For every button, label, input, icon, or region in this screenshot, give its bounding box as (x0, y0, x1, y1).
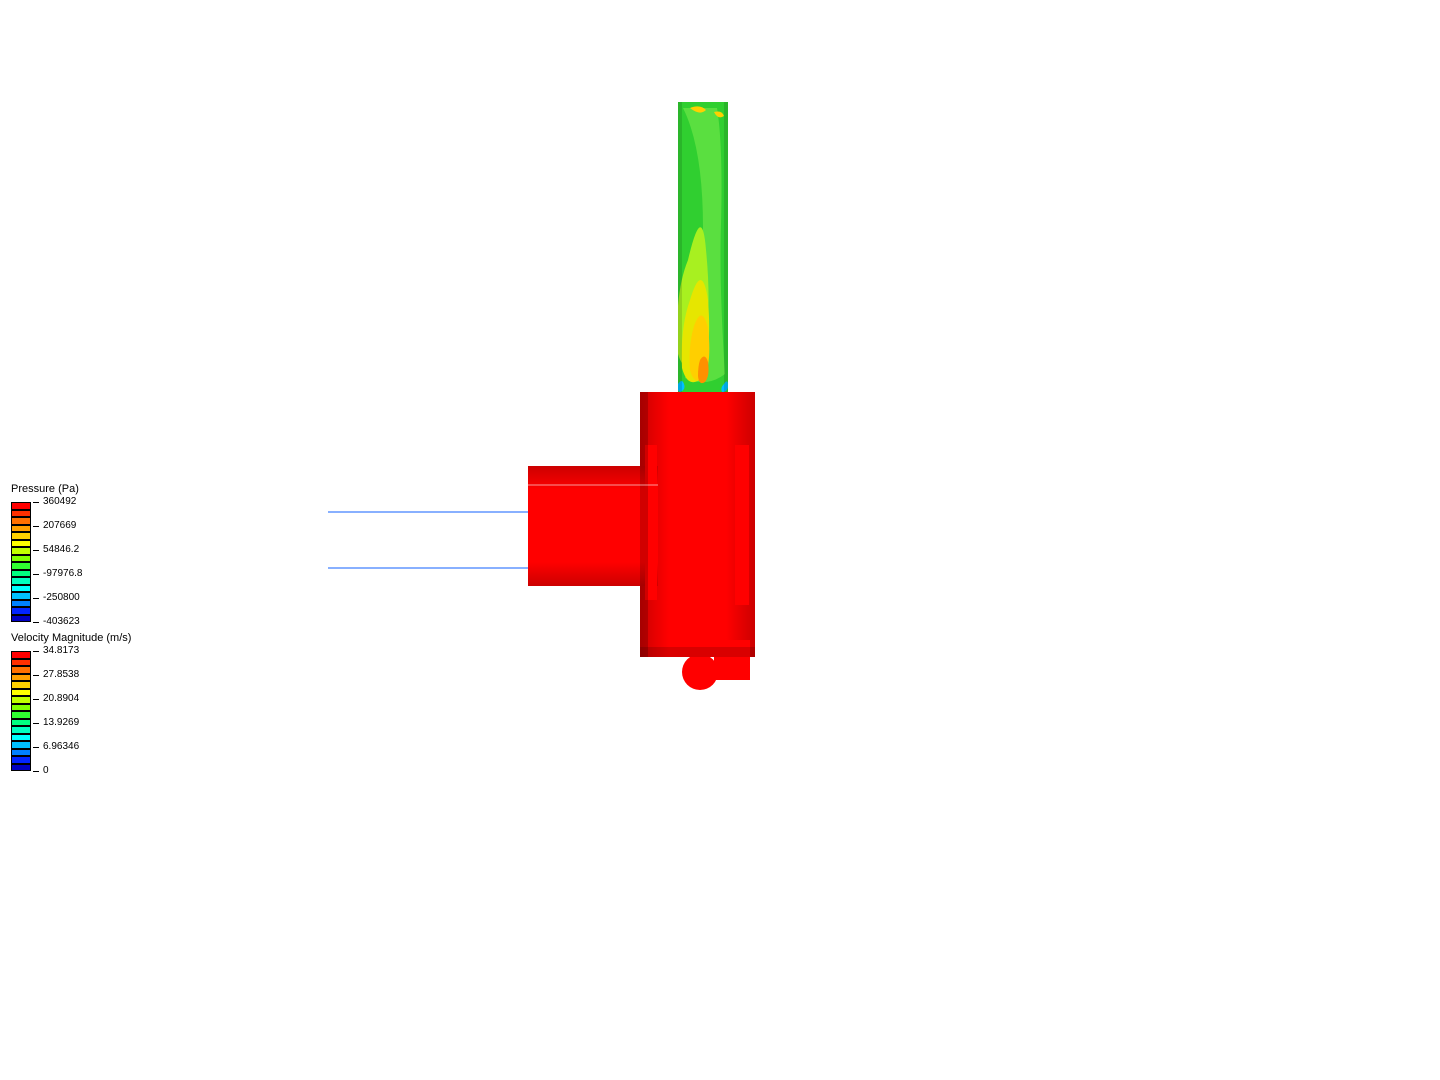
colorbar-segment (11, 711, 31, 719)
colorbar-title: Velocity Magnitude (m/s) (11, 632, 131, 644)
colorbar: 36049220766954846.2-97976.8-250800-40362… (11, 502, 131, 622)
colorbar-segment (11, 756, 31, 764)
colorbar: 34.817327.853820.890413.92696.963460 (11, 651, 131, 771)
colorbar-label: 20.8904 (43, 693, 79, 704)
colorbar-label: 360492 (43, 496, 76, 507)
colorbar-label: -403623 (43, 616, 80, 627)
colorbar-segment (11, 562, 31, 570)
colorbar-segment (11, 525, 31, 533)
colorbar-segment (11, 749, 31, 757)
colorbar-tick (33, 699, 39, 700)
colorbar-tick (33, 550, 39, 551)
colorbar-segment (11, 764, 31, 772)
colorbar-segment (11, 689, 31, 697)
colorbar-segment (11, 607, 31, 615)
colorbar-segment (11, 585, 31, 593)
colorbar-label: 54846.2 (43, 544, 79, 555)
colorbar-tick (33, 675, 39, 676)
colorbar-label: 6.96346 (43, 741, 79, 752)
colorbar-label: 13.9269 (43, 717, 79, 728)
colorbar-segment (11, 696, 31, 704)
colorbar-segment (11, 681, 31, 689)
colorbar-segment (11, 570, 31, 578)
colorbar-tick (33, 526, 39, 527)
colorbar-segment (11, 510, 31, 518)
render-canvas (0, 0, 1200, 900)
colorbar-segment (11, 600, 31, 608)
colorbar-segment (11, 734, 31, 742)
colorbar-tick (33, 651, 39, 652)
colorbar-segment (11, 719, 31, 727)
colorbar-segment (11, 651, 31, 659)
colorbar-label: 27.8538 (43, 669, 79, 680)
colorbar-tick (33, 723, 39, 724)
colorbar-tick (33, 598, 39, 599)
colorbar-segment (11, 502, 31, 510)
colorbar-segment (11, 547, 31, 555)
simulation-render: Pressure (Pa)360492 207669 54846.2 -97976.8… (0, 0, 1200, 900)
colorbar-segment (11, 726, 31, 734)
colorbar-tick (33, 574, 39, 575)
colorbar-segment (11, 532, 31, 540)
outlet-pipe-contours (677, 102, 728, 392)
colorbar-segment (11, 704, 31, 712)
colorbar-tick (33, 502, 39, 503)
colorbar-segment (11, 659, 31, 667)
colorbar-label: 207669 (43, 520, 76, 531)
colorbar-tick (33, 771, 39, 772)
colorbar-segment (11, 555, 31, 563)
colorbar-title: Pressure (Pa) (11, 483, 79, 495)
colorbar-segment (11, 666, 31, 674)
colorbar-segment (11, 592, 31, 600)
colorbar-segment (11, 540, 31, 548)
colorbar-segment (11, 674, 31, 682)
colorbar-label: 0 (43, 765, 49, 776)
colorbar-tick (33, 622, 39, 623)
colorbar-label: -250800 (43, 592, 80, 603)
colorbar-segment (11, 615, 31, 623)
colorbar-segment (11, 577, 31, 585)
colorbar-label: 34.8173 (43, 645, 79, 656)
blower-body (528, 392, 755, 690)
colorbar-segment (11, 741, 31, 749)
colorbar-segment (11, 517, 31, 525)
colorbar-label: -97976.8 (43, 568, 82, 579)
colorbar-tick (33, 747, 39, 748)
